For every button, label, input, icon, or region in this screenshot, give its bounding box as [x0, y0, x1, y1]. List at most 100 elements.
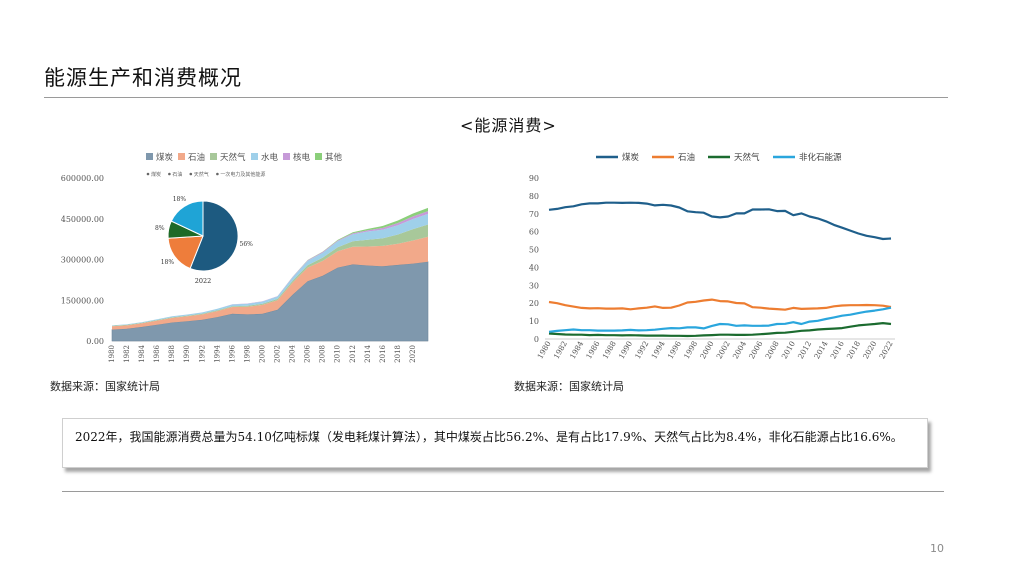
pie-legend-label: 一次电力及其他能源 [220, 171, 265, 178]
x-tick-label: 1994 [213, 344, 221, 362]
legend-swatch [146, 153, 153, 160]
pie-legend-marker [189, 172, 193, 176]
x-tick-label: 1990 [183, 345, 191, 363]
legend-label: 石油 [678, 152, 695, 163]
x-tick-label: 2022 [877, 339, 894, 360]
y-tick-label: 90 [529, 174, 539, 183]
pie-slice-label: 18% [173, 196, 187, 203]
x-tick-label: 1998 [682, 339, 699, 360]
legend-swatch [251, 153, 258, 160]
legend-label: 煤炭 [156, 152, 174, 163]
x-tick-label: 2004 [289, 344, 297, 362]
legend-label: 非化石能源 [799, 152, 842, 163]
x-tick-label: 2004 [731, 339, 748, 360]
x-tick-label: 2010 [780, 339, 797, 360]
energy-production-area-chart: 0.00 150000.00 300000.00 450000.00 600000.00… [61, 152, 429, 363]
x-tick-label: 1982 [552, 339, 569, 360]
pie-slice [167, 235, 204, 270]
x-tick-label: 2014 [364, 344, 372, 362]
legend-swatch [283, 153, 290, 160]
y-tick-label: 60 [529, 228, 539, 237]
pie-legend-label: 石油 [172, 171, 182, 178]
line-series-1 [548, 201, 892, 241]
line-series-4 [548, 306, 892, 333]
x-tick-label: 1984 [138, 344, 146, 362]
legend-label: 核电 [293, 152, 311, 163]
y-tick-label: 0 [534, 335, 539, 344]
pie-legend-label: 煤炭 [151, 171, 161, 178]
x-tick-label: 1980 [108, 345, 116, 363]
summary-note: 2022年，我国能源消费总量为54.10亿吨标煤（发电耗煤计算法），其中煤炭占比… [62, 418, 928, 468]
legend-label: 天然气 [220, 152, 246, 163]
x-tick-label: 1998 [243, 345, 251, 363]
pie-slice-label: 18% [161, 259, 175, 266]
y-tick-label: 150000.00 [61, 296, 104, 305]
y-tick-label: 600000.00 [61, 174, 104, 183]
x-tick-label: 2010 [334, 345, 342, 363]
y-tick-label: 300000.00 [61, 256, 104, 265]
y-tick-label: 40 [529, 263, 539, 272]
x-tick-label: 2008 [763, 339, 780, 360]
x-tick-label: 2006 [304, 344, 312, 362]
x-tick-label: 1986 [584, 339, 601, 360]
area-series-4 [112, 213, 428, 326]
title-divider [44, 97, 948, 98]
x-tick-label: 1992 [633, 339, 650, 360]
section-title: <能源消费> [460, 116, 557, 135]
footer-divider [62, 491, 944, 492]
legend-label: 石油 [188, 152, 205, 163]
area-series-2 [112, 236, 428, 330]
pie-legend-marker [146, 172, 150, 176]
x-tick-label: 2014 [812, 339, 829, 360]
x-tick-label: 1992 [198, 345, 206, 363]
x-tick-label: 1982 [123, 345, 131, 363]
x-tick-label: 1988 [168, 345, 176, 363]
y-tick-label: 20 [529, 299, 539, 308]
y-tick-label: 10 [529, 317, 539, 326]
legend-swatch [315, 153, 322, 160]
x-tick-label: 2000 [258, 345, 266, 363]
pie-title: 2022 [195, 277, 212, 285]
x-tick-label: 2020 [409, 345, 417, 363]
x-tick-label: 2018 [394, 345, 402, 363]
y-tick-label: 80 [529, 192, 539, 201]
y-tick-label: 70 [529, 210, 539, 219]
x-tick-label: 2002 [715, 339, 732, 360]
y-tick-label: 0.00 [86, 337, 104, 346]
left-chart-source: 数据来源：国家统计局 [50, 380, 160, 393]
line-series-3 [548, 322, 892, 338]
pie-slice-label: 56% [240, 241, 254, 248]
pie-slice [170, 200, 204, 237]
legend-label: 煤炭 [622, 152, 640, 163]
pie-legend-marker [168, 172, 171, 176]
x-tick-label: 2002 [274, 345, 282, 363]
legend-label: 其他 [325, 152, 343, 163]
y-tick-label: 450000.00 [61, 215, 104, 224]
x-tick-label: 2012 [796, 339, 813, 360]
energy-consumption-share-line-chart: 0102030405060708090198019821984198619881… [529, 152, 895, 361]
x-tick-label: 2020 [861, 339, 878, 360]
y-tick-label: 50 [529, 246, 539, 255]
pie-slice [189, 200, 239, 272]
x-tick-label: 1990 [617, 339, 634, 360]
right-chart-source: 数据来源：国家统计局 [514, 380, 624, 393]
legend-swatch [178, 153, 185, 160]
page-number: 10 [930, 542, 944, 555]
x-tick-label: 1996 [666, 339, 683, 360]
x-tick-label: 2008 [319, 345, 327, 363]
x-tick-label: 2006 [747, 339, 764, 360]
x-tick-label: 2016 [379, 344, 387, 362]
x-tick-label: 2018 [845, 339, 862, 360]
pie-legend-label: 天然气 [194, 171, 209, 178]
y-tick-label: 30 [529, 281, 539, 290]
legend-label: 水电 [261, 152, 279, 163]
x-tick-label: 1988 [601, 339, 618, 360]
pie-slice-label: 8% [155, 225, 165, 232]
legend-label: 天然气 [734, 152, 760, 163]
x-tick-label: 2012 [349, 345, 357, 363]
legend-swatch [210, 153, 217, 160]
x-tick-label: 1984 [568, 339, 585, 360]
x-tick-label: 1994 [649, 339, 666, 360]
pie-legend-marker [216, 172, 219, 176]
line-series-2 [548, 298, 892, 311]
